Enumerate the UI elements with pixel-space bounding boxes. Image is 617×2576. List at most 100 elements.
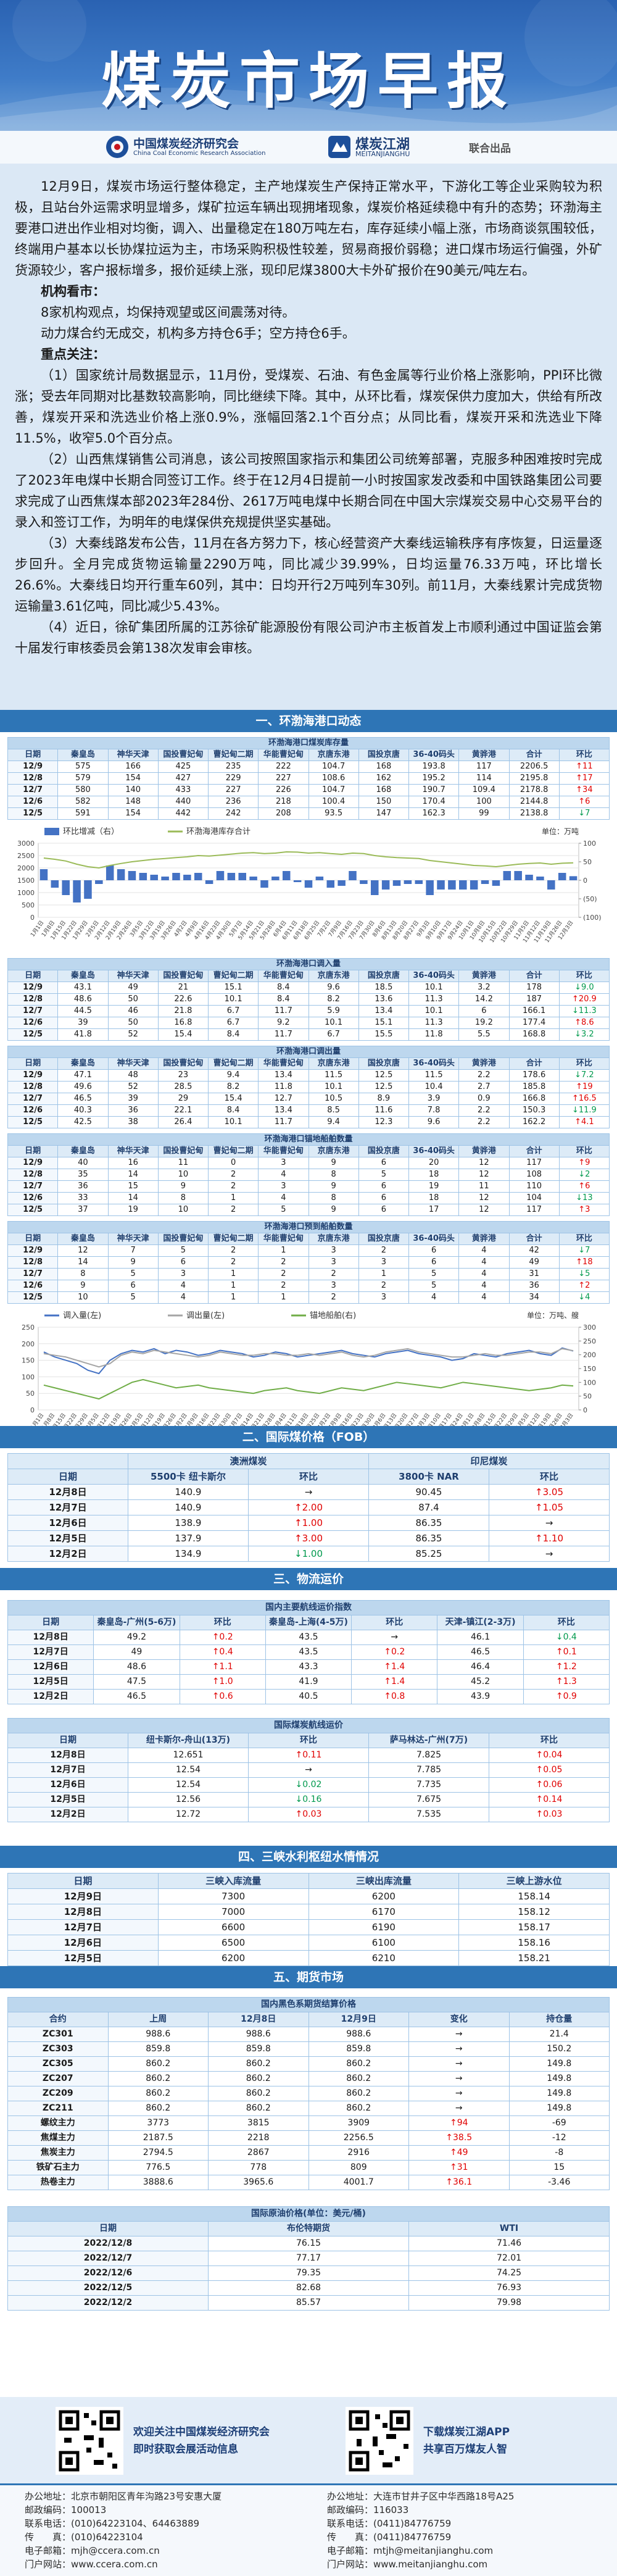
cell: ↓11.3 bbox=[558, 1005, 610, 1017]
cell: 3 bbox=[157, 1268, 209, 1280]
qr-code bbox=[56, 2407, 123, 2475]
cell: 3888.6 bbox=[107, 2175, 209, 2190]
y-tick-label: 150 bbox=[22, 1357, 35, 1365]
row-label: 12月5日 bbox=[7, 1950, 159, 1966]
cell: 580 bbox=[57, 784, 109, 796]
cell: 149.8 bbox=[508, 2101, 610, 2116]
cell: 40.3 bbox=[57, 1104, 109, 1117]
chart: 0501001502002500501001502002503001月1日1月8… bbox=[22, 1311, 596, 1426]
bar bbox=[326, 880, 335, 888]
cell: 10 bbox=[57, 1291, 109, 1304]
cell: 591 bbox=[57, 807, 109, 820]
cell: 242 bbox=[207, 807, 259, 820]
cell: 2 bbox=[258, 1256, 309, 1269]
cell: 166.8 bbox=[508, 1093, 560, 1105]
data-table: 国内主要航线运价指数 日期 秦皇岛-广州(5-6万) 环比 秦皇岛-上海(4-5万) 环比… bbox=[7, 1600, 610, 1704]
data-row: 12/6 39 50 16.8 6.7 9.2 10.1 15.1 11.3 19.2 177.4 ↑… bbox=[7, 1017, 610, 1029]
cell: -8 bbox=[508, 2145, 610, 2161]
column-header: 环比 bbox=[558, 749, 610, 761]
cell: 158.16 bbox=[458, 1935, 610, 1951]
cell: 46.5 bbox=[93, 1689, 180, 1704]
row-label: 12月7日 bbox=[7, 1919, 159, 1935]
cell: 2187.5 bbox=[107, 2130, 209, 2146]
cell: 218 bbox=[258, 796, 309, 808]
table-wrap: 环渤海港口煤炭库存量 日期 秦皇岛 神华天津 国投曹妃甸 曹妃甸二期 华能曹妃甸 京唐东港 国投… bbox=[7, 737, 610, 820]
data-row: 焦炭主力 2794.5 2867 2916 ↑49 -8 bbox=[7, 2145, 610, 2161]
bar bbox=[492, 880, 500, 886]
row-label: ZC211 bbox=[7, 2101, 109, 2116]
cell: 3 bbox=[258, 1180, 309, 1193]
cell: → bbox=[408, 2101, 510, 2116]
cell: 2 bbox=[308, 1268, 359, 1280]
cell: 4 bbox=[408, 1291, 460, 1304]
cell: → bbox=[408, 2071, 510, 2086]
plot-area bbox=[38, 1327, 579, 1411]
cell: 22.1 bbox=[157, 1104, 209, 1117]
column-header: 曹妃甸二期 bbox=[207, 1145, 259, 1157]
title-row: 环渤海港口煤炭库存量 bbox=[7, 737, 610, 749]
cell: 38 bbox=[107, 1116, 159, 1128]
cell: ↑1.10 bbox=[489, 1530, 610, 1546]
address-line: 门户网站：www.ccera.com.cn bbox=[25, 2559, 158, 2570]
column-header: 三峡上游水位 bbox=[458, 1873, 610, 1889]
cell: 860.2 bbox=[308, 2056, 409, 2072]
section-fob: 二、国际煤价格（FOB） 澳洲煤炭 印尼煤炭 日期 5500卡 纽卡斯尔 环比 3800卡… bbox=[0, 1426, 617, 1568]
footer: 欢迎关注中国煤炭经济研究会 即时获取会展活动信息 下载煤炭江湖APP 共享百万煤… bbox=[0, 2397, 617, 2576]
cell: ↑3.00 bbox=[248, 1530, 369, 1546]
line-series bbox=[43, 1348, 574, 1368]
cell: 9 bbox=[308, 1204, 359, 1216]
cell: 2.2 bbox=[458, 1069, 510, 1082]
header-row: 日期 5500卡 纽卡斯尔 环比 3800卡 NAR 环比 bbox=[7, 1469, 610, 1485]
cell: 8.4 bbox=[258, 993, 309, 1006]
cell: 20 bbox=[408, 1157, 460, 1169]
cell: ↑1.05 bbox=[489, 1499, 610, 1515]
cell: 8 bbox=[308, 1192, 359, 1204]
cell: → bbox=[408, 2056, 510, 2072]
cell: ↑1.1 bbox=[179, 1659, 266, 1675]
group-row: 澳洲煤炭 印尼煤炭 bbox=[7, 1453, 610, 1469]
address-line: 电子邮箱：mjh@ccera.com.cn bbox=[25, 2545, 160, 2556]
y-tick-label: 1500 bbox=[17, 877, 35, 885]
cell: ↑0.06 bbox=[489, 1777, 610, 1793]
cell: 2218 bbox=[208, 2130, 309, 2146]
cell: 2.2 bbox=[458, 1116, 510, 1128]
cell: 7.735 bbox=[368, 1777, 489, 1793]
row-label: 铁矿石主力 bbox=[7, 2160, 109, 2175]
table-wrap: 国际原油价格(单位：美元/桶) 日期 布伦特期货 WTI 2022/12/8 76.15 7… bbox=[7, 2206, 610, 2311]
cell: 2 bbox=[258, 1268, 309, 1280]
column-header: 日期 bbox=[7, 1615, 94, 1630]
table-title: 环渤海港口煤炭库存量 bbox=[7, 737, 610, 749]
title-row: 国际煤炭航线运价 bbox=[7, 1718, 610, 1733]
cell: 162.3 bbox=[408, 807, 460, 820]
row-label: 12月6日 bbox=[7, 1935, 159, 1951]
data-row: ZC209 860.2 860.2 860.2 → 149.8 bbox=[7, 2086, 610, 2101]
cell: 9 bbox=[308, 1180, 359, 1193]
cell: 3773 bbox=[107, 2115, 209, 2131]
column-header: 国投京唐 bbox=[358, 970, 410, 982]
cell: 76.93 bbox=[408, 2280, 610, 2296]
cell: 16.8 bbox=[157, 1017, 209, 1029]
cell: 7 bbox=[107, 1244, 159, 1257]
cell: ↓7.2 bbox=[558, 1069, 610, 1082]
data-row: 12月6日 6500 6100 158.16 bbox=[7, 1935, 610, 1951]
column-header: 环比 bbox=[248, 1733, 369, 1748]
data-row: 2022/12/6 79.35 74.25 bbox=[7, 2265, 610, 2281]
cell: 7000 bbox=[157, 1904, 309, 1920]
cell: 33 bbox=[57, 1192, 109, 1204]
row-label: 12月7日 bbox=[7, 1762, 128, 1778]
cell: 35 bbox=[57, 1169, 109, 1181]
cell: 4 bbox=[157, 1280, 209, 1292]
cell: 12.7 bbox=[258, 1093, 309, 1105]
data-row: 12/7 36 15 9 2 3 9 6 19 11 110 ↑6 bbox=[7, 1180, 610, 1193]
cell: 15.5 bbox=[358, 1028, 410, 1041]
row-label: ZC305 bbox=[7, 2056, 109, 2072]
cell: 104.7 bbox=[308, 761, 359, 773]
cell: 48.6 bbox=[57, 993, 109, 1006]
row-label: 12/6 bbox=[7, 1017, 59, 1029]
cell: 776.5 bbox=[107, 2160, 209, 2175]
cell: 4 bbox=[458, 1268, 510, 1280]
cell: 178 bbox=[508, 982, 560, 994]
line-series bbox=[43, 851, 574, 869]
cell: 2178.8 bbox=[508, 784, 560, 796]
cell: 5 bbox=[258, 1204, 309, 1216]
